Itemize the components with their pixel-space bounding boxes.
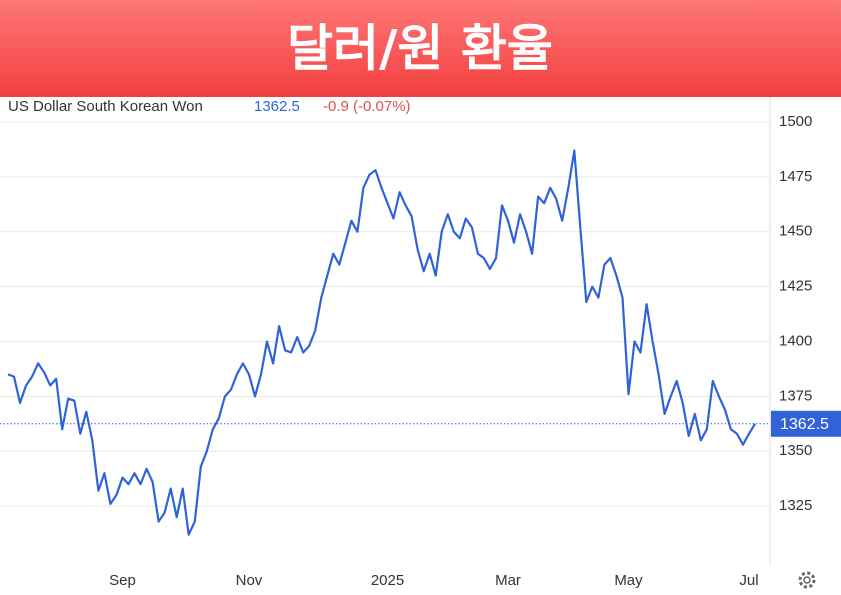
x-tick-label: May (614, 572, 643, 589)
current-value-label: 1362.5 (780, 416, 829, 433)
x-tick-label: 2025 (371, 572, 404, 589)
current-value-badge (771, 410, 841, 437)
x-tick-label: Jul (739, 572, 758, 589)
y-tick-label: 1400 (779, 332, 812, 349)
x-tick-label: Nov (236, 572, 263, 589)
y-tick-label: 1500 (779, 113, 812, 130)
y-tick-label: 1350 (779, 442, 812, 459)
y-tick-label: 1475 (779, 168, 812, 185)
legend-value: 1362.5 (254, 98, 300, 115)
y-tick-label: 1450 (779, 223, 812, 240)
y-tick-label: 1325 (779, 497, 812, 514)
settings-icon[interactable] (798, 571, 816, 589)
price-line (7, 149, 756, 536)
y-tick-label: 1425 (779, 278, 812, 295)
x-tick-label: Mar (495, 572, 521, 589)
title-banner (0, 0, 841, 97)
chart-title: 달러/원 환율 (287, 20, 553, 78)
x-tick-label: Sep (109, 572, 136, 589)
legend-name: US Dollar South Korean Won (8, 98, 203, 115)
legend-change: -0.9 (-0.07%) (323, 98, 411, 115)
y-tick-label: 1375 (779, 387, 812, 404)
